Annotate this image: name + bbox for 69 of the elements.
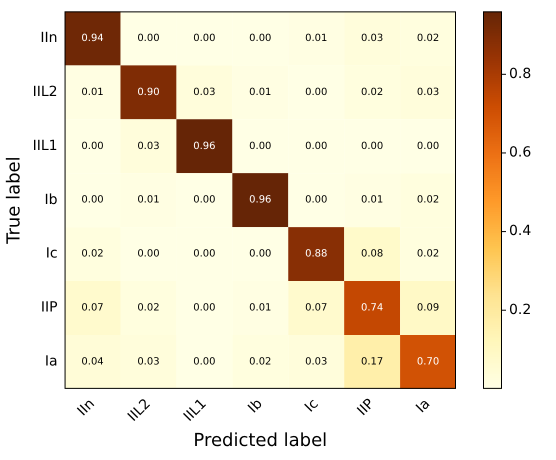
- y-tick-label: Ib: [44, 192, 58, 208]
- color-bar-label: 0.8: [509, 66, 532, 82]
- data-label: 0.07: [81, 302, 104, 314]
- data-label: 0.01: [249, 86, 272, 98]
- x-axis-title: Predicted label: [193, 430, 328, 451]
- data-label: 0.04: [81, 356, 104, 368]
- data-label: 0.96: [193, 140, 216, 152]
- data-label: 0.02: [416, 32, 440, 44]
- data-label: 0.90: [137, 86, 160, 98]
- data-label: 0.00: [81, 140, 104, 152]
- data-label: 0.74: [360, 302, 384, 314]
- data-label: 0.01: [305, 32, 328, 44]
- data-label: 0.00: [81, 194, 104, 206]
- y-tick-label: IIL1: [32, 138, 58, 154]
- data-label: 0.09: [416, 302, 440, 314]
- data-label: 0.94: [81, 32, 104, 44]
- y-tick-label: Ia: [44, 354, 58, 370]
- color-bar-label: 0.6: [509, 144, 532, 161]
- data-label: 0.00: [193, 248, 216, 260]
- x-tick-label: Ic: [302, 396, 322, 416]
- data-label: 0.02: [360, 86, 384, 98]
- data-label: 0.96: [249, 194, 272, 206]
- data-label: 0.00: [360, 140, 384, 152]
- data-label: 0.00: [305, 140, 328, 152]
- x-tick-label: Ia: [413, 396, 434, 416]
- data-label: 0.01: [249, 302, 272, 314]
- data-label: 0.01: [81, 86, 104, 98]
- y-tick-label: Ic: [46, 246, 58, 262]
- data-label: 0.17: [360, 356, 384, 368]
- data-label: 0.88: [305, 248, 328, 260]
- x-tick-label: IIL2: [124, 396, 154, 425]
- data-label: 0.08: [360, 248, 384, 260]
- data-label: 0.07: [305, 302, 328, 314]
- color-bar-label: 0.4: [509, 223, 532, 240]
- data-label: 0.03: [193, 86, 216, 98]
- y-tick-label: IIL2: [32, 84, 58, 100]
- data-label: 0.01: [360, 194, 384, 206]
- data-label: 0.03: [416, 86, 440, 98]
- x-tick-label: IIP: [354, 396, 378, 420]
- data-label: 0.00: [193, 302, 216, 314]
- data-label: 0.00: [305, 86, 328, 98]
- data-label: 0.03: [137, 356, 160, 368]
- y-tick-label: IIP: [40, 300, 58, 316]
- data-label: 0.02: [416, 194, 440, 206]
- color-bar-label: 0.2: [509, 302, 532, 318]
- y-tick-label: IIn: [40, 30, 58, 46]
- x-tick-label: IIn: [74, 396, 98, 420]
- data-label: 0.02: [249, 356, 272, 368]
- data-label: 0.00: [193, 32, 216, 44]
- x-tick-label: Ib: [245, 396, 266, 416]
- data-label: 0.00: [137, 32, 160, 44]
- data-label: 0.00: [193, 356, 216, 368]
- data-label: 0.02: [416, 248, 440, 260]
- data-label: 0.00: [137, 248, 160, 260]
- data-label: 0.00: [249, 248, 272, 260]
- data-label: 0.01: [137, 194, 160, 206]
- data-label: 0.02: [137, 302, 160, 314]
- data-label: 0.00: [249, 32, 272, 44]
- data-label: 0.70: [416, 356, 440, 368]
- data-label: 0.00: [305, 194, 328, 206]
- x-tick-label: IIL1: [180, 396, 210, 425]
- data-label: 0.00: [249, 140, 272, 152]
- data-label: 0.00: [193, 194, 216, 206]
- data-label: 0.00: [416, 140, 440, 152]
- data-label: 0.02: [81, 248, 104, 260]
- data-label: 0.03: [360, 32, 384, 44]
- y-axis-title: True label: [3, 156, 24, 245]
- data-label: 0.03: [305, 356, 328, 368]
- data-label: 0.03: [137, 140, 160, 152]
